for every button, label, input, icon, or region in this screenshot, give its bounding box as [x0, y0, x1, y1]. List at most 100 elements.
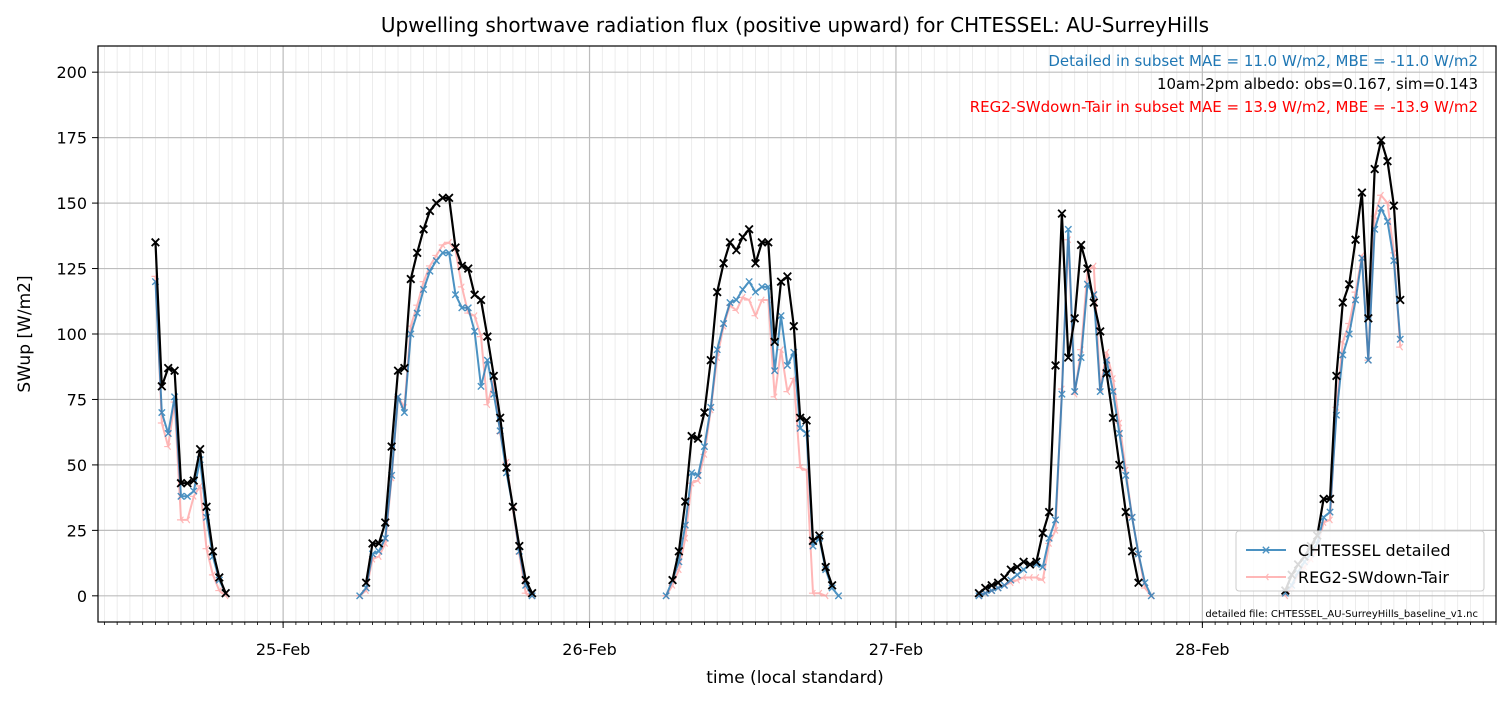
- data-point-observed: [738, 232, 748, 242]
- data-point-observed: [1095, 326, 1105, 336]
- data-point-chtessel-detailed: [177, 492, 185, 501]
- data-point-chtessel-detailed: [477, 382, 485, 391]
- data-point-reg2-swdown-tair: [438, 241, 446, 249]
- data-point-chtessel-detailed: [451, 291, 460, 299]
- data-point-observed: [1134, 578, 1143, 588]
- data-point-observed: [399, 363, 409, 373]
- data-point-observed: [1331, 371, 1341, 381]
- major-grid: [98, 46, 1496, 622]
- data-point-observed: [980, 583, 990, 593]
- data-point-observed: [782, 271, 792, 281]
- data-point-observed: [1127, 546, 1137, 556]
- data-point-observed: [1357, 188, 1367, 198]
- data-point-chtessel-detailed: [1351, 296, 1360, 304]
- data-point-observed: [387, 442, 397, 452]
- data-point-reg2-swdown-tair: [815, 589, 823, 597]
- data-point-reg2-swdown-tair: [457, 283, 465, 291]
- y-tick-label: 175: [56, 129, 87, 148]
- data-point-chtessel-detailed: [796, 424, 804, 432]
- data-point-chtessel-detailed: [190, 487, 198, 495]
- data-point-observed: [1102, 368, 1112, 378]
- data-point-observed: [1000, 573, 1009, 582]
- data-point-reg2-swdown-tair: [770, 393, 778, 401]
- data-point-observed: [195, 444, 205, 454]
- legend: CHTESSEL detailed REG2-SWdown-Tair: [1235, 530, 1485, 592]
- data-point-chtessel-detailed: [700, 442, 709, 451]
- series-line-reg2-swdown-tair: [154, 276, 227, 597]
- data-point-reg2-swdown-tair: [821, 592, 829, 600]
- x-axis: 25-Feb 26-Feb 27-Feb 28-Feb: [103, 622, 1497, 659]
- data-point-chtessel-detailed: [439, 249, 447, 257]
- data-point-observed: [1089, 298, 1099, 308]
- data-point-chtessel-detailed: [158, 408, 166, 417]
- y-tick-label: 150: [56, 194, 87, 213]
- data-point-observed: [712, 287, 722, 297]
- data-point-chtessel-detailed: [1058, 390, 1066, 398]
- data-point-chtessel-detailed: [687, 469, 696, 477]
- data-point-reg2-swdown-tair: [215, 587, 223, 595]
- y-tick-label: 100: [56, 325, 87, 344]
- data-point-chtessel-detailed: [1134, 550, 1143, 558]
- data-point-chtessel-detailed: [1096, 387, 1104, 396]
- data-point-observed: [706, 355, 716, 365]
- data-point-observed: [495, 413, 505, 423]
- data-point-reg2-swdown-tair: [477, 333, 484, 341]
- data-point-observed: [1338, 298, 1348, 308]
- x-tick-label: 25-Feb: [256, 640, 310, 659]
- data-point-chtessel-detailed: [1345, 330, 1353, 338]
- legend-label: CHTESSEL detailed: [1298, 541, 1450, 560]
- data-point-observed: [412, 248, 422, 258]
- data-point-chtessel-detailed: [464, 304, 472, 312]
- data-point-observed: [406, 274, 416, 284]
- data-point-observed: [668, 575, 677, 585]
- data-point-chtessel-detailed: [1390, 256, 1398, 265]
- chart-title: Upwelling shortwave radiation flux (posi…: [381, 13, 1209, 37]
- annotation-reg2-stats: REG2-SWdown-Tair in subset MAE = 13.9 W/…: [970, 98, 1478, 116]
- annotation-detailed-stats: Detailed in subset MAE = 11.0 W/m2, MBE …: [1048, 52, 1478, 70]
- data-point-chtessel-detailed: [1147, 592, 1155, 600]
- data-point-observed: [208, 546, 218, 556]
- data-point-chtessel-detailed: [828, 584, 836, 592]
- data-point-reg2-swdown-tair: [808, 589, 816, 597]
- data-point-observed: [502, 463, 511, 472]
- data-point-observed: [680, 497, 690, 507]
- data-point-observed: [719, 258, 729, 268]
- data-point-chtessel-detailed: [662, 592, 670, 600]
- data-point-observed: [163, 363, 173, 373]
- data-point-observed: [151, 237, 160, 247]
- data-point-observed: [1325, 494, 1335, 504]
- data-point-observed: [763, 237, 773, 247]
- data-point-chtessel-detailed: [375, 547, 383, 556]
- data-point-observed: [1370, 164, 1380, 174]
- data-point-chtessel-detailed: [745, 277, 753, 286]
- data-point-observed: [521, 575, 531, 585]
- x-axis-title: time (local standard): [706, 668, 884, 688]
- data-point-chtessel-detailed: [1396, 335, 1404, 343]
- data-point-observed: [214, 573, 224, 582]
- data-point-observed: [482, 332, 492, 342]
- data-point-reg2-swdown-tair: [483, 401, 491, 409]
- data-point-observed: [827, 580, 837, 590]
- data-point-chtessel-detailed: [732, 296, 741, 304]
- data-point-chtessel-detailed: [770, 366, 779, 375]
- data-point-observed: [1389, 201, 1399, 211]
- legend-swatch-marker: [1262, 573, 1269, 581]
- x-tick-label: 26-Feb: [562, 640, 616, 659]
- data-point-chtessel-detailed: [726, 298, 734, 307]
- data-point-chtessel-detailed: [356, 592, 364, 600]
- data-point-observed: [514, 541, 524, 551]
- data-point-observed: [1395, 295, 1405, 305]
- data-point-chtessel-detailed: [783, 361, 792, 370]
- data-point-observed: [508, 502, 518, 512]
- annotation-albedo: 10am-2pm albedo: obs=0.167, sim=0.143: [1157, 75, 1478, 93]
- data-point-reg2-swdown-tair: [1038, 576, 1046, 584]
- data-point-reg2-swdown-tair: [1032, 573, 1040, 582]
- data-point-chtessel-detailed: [713, 346, 721, 354]
- legend-swatch: [1246, 546, 1286, 554]
- data-point-chtessel-detailed: [183, 492, 192, 501]
- data-point-chtessel-detailed: [470, 327, 479, 336]
- data-point-reg2-swdown-tair: [1026, 573, 1033, 582]
- y-axis-title: SWup [W/m2]: [15, 275, 35, 392]
- data-point-observed: [457, 261, 467, 271]
- data-point-observed: [1319, 494, 1329, 504]
